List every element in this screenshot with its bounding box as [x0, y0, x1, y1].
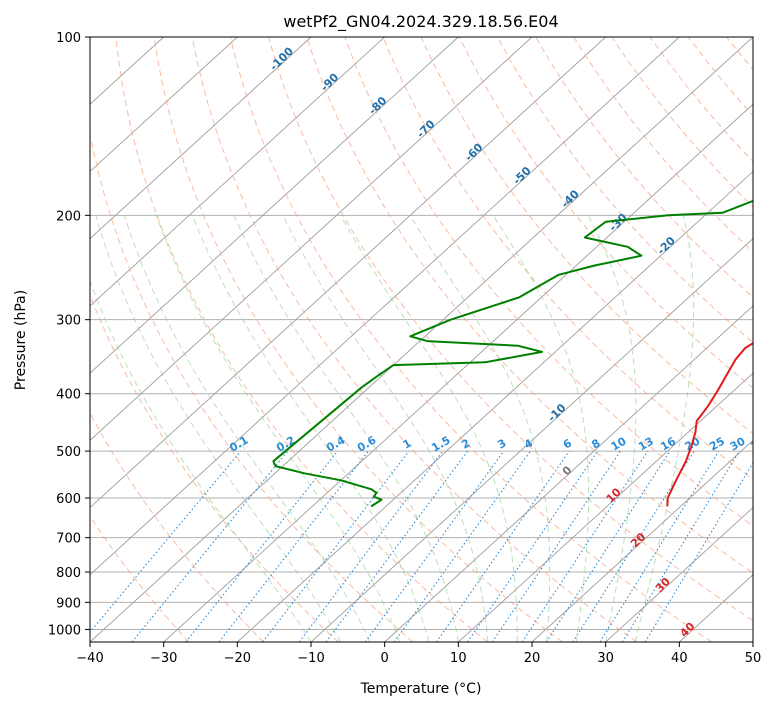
y-tick-label: 300 — [56, 314, 81, 329]
temperature-profile-line — [666, 341, 753, 507]
x-tick-label: 20 — [524, 651, 541, 666]
mixing-ratio-line — [599, 450, 720, 642]
x-tick-label: −10 — [297, 651, 324, 666]
mixing-ratio-line — [185, 450, 339, 642]
moist-adiabat — [90, 279, 312, 642]
mixing-ratio-line — [90, 450, 242, 634]
moist-adiabat — [587, 215, 637, 642]
moist-adiabat — [634, 215, 695, 642]
isotherm-line — [90, 37, 312, 240]
mixing-ratio-line — [393, 450, 531, 642]
y-tick-label: 900 — [56, 596, 81, 611]
plot-frame — [89, 36, 754, 643]
moist-adiabat — [155, 215, 400, 642]
dry-adiabat — [229, 37, 712, 642]
y-tick-label: 700 — [56, 532, 81, 547]
mixing-ratio-line — [644, 461, 753, 642]
isotherm-line — [237, 170, 753, 642]
moist-adiabat — [123, 215, 371, 642]
dry-adiabat — [344, 37, 753, 527]
moist-adiabat — [492, 215, 590, 642]
mixing-ratio-line — [621, 450, 740, 642]
y-axis-label: Pressure (hPa) — [13, 290, 29, 390]
moist-adiabat — [340, 215, 518, 642]
dry-adiabat — [191, 37, 638, 642]
isotherm-line — [458, 372, 753, 642]
isotherm-line — [531, 439, 753, 642]
isotherm-line — [310, 238, 753, 642]
x-tick-label: 50 — [745, 651, 762, 666]
dry-adiabat — [153, 37, 563, 642]
x-tick-label: −40 — [76, 651, 103, 666]
dry-adiabat — [535, 37, 753, 298]
x-tick-label: −30 — [150, 651, 177, 666]
dry-adiabat — [115, 37, 488, 642]
dewpoint-profile-line — [272, 199, 753, 508]
dry-adiabat — [382, 37, 753, 481]
mixing-ratio-line — [364, 450, 505, 642]
isotherm-line — [384, 305, 753, 642]
isotherm-line — [90, 37, 680, 576]
moist-adiabat — [233, 215, 459, 642]
moist-adiabat — [192, 215, 430, 642]
x-tick-label: 30 — [597, 651, 614, 666]
dry-adiabat — [306, 37, 753, 574]
y-tick-label: 600 — [56, 492, 81, 507]
mixing-ratio-line — [435, 450, 570, 642]
dry-adiabat — [765, 37, 775, 642]
isotherm-line — [90, 37, 459, 374]
y-tick-label: 100 — [56, 31, 81, 46]
dry-adiabat — [90, 412, 264, 642]
dry-adiabat — [90, 515, 190, 642]
mixing-ratio-line — [218, 450, 369, 642]
moist-adiabat — [95, 215, 341, 642]
x-tick-label: 40 — [671, 651, 688, 666]
mixing-ratio-line — [131, 450, 289, 642]
x-tick-label: 0 — [381, 651, 389, 666]
isotherm-line — [90, 37, 385, 307]
x-axis-label: Temperature (°C) — [360, 681, 482, 697]
series-layer — [272, 199, 753, 508]
isotherm-line — [90, 37, 606, 509]
mixing-ratio-label: 36 — [748, 434, 768, 453]
chart-title: wetPf2_GN04.2024.329.18.56.E04 — [283, 12, 558, 32]
dry-adiabat — [496, 37, 753, 344]
reference-lines — [90, 37, 775, 642]
x-tick-label: −20 — [224, 651, 251, 666]
y-tick-label: 200 — [56, 209, 81, 224]
y-tick-label: 1000 — [48, 623, 81, 638]
isotherm-line — [752, 641, 753, 642]
y-tick-label: 500 — [56, 445, 81, 460]
y-tick-label: 400 — [56, 388, 81, 403]
dry-adiabat — [90, 131, 414, 642]
moist-adiabat — [409, 215, 551, 642]
axis-ticks: −40 −30 −20 −10 0 10 20 30 40 50 100 200 300 400 500 60… — [48, 31, 761, 666]
mixing-ratio-line — [262, 450, 410, 642]
isotherm-line — [90, 37, 238, 173]
dry-adiabat — [268, 37, 753, 622]
mixing-ratio-line — [467, 450, 599, 642]
isotherm-line — [605, 506, 753, 642]
x-tick-label: 10 — [450, 651, 467, 666]
y-tick-label: 800 — [56, 566, 81, 581]
isotherm-line — [90, 37, 533, 441]
